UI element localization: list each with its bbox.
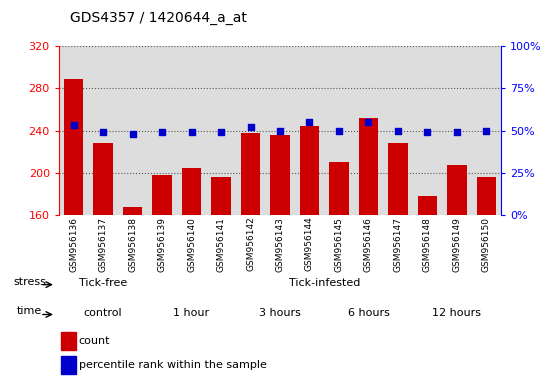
Point (246, 124, 255, 130)
Point (334, 127, 343, 134)
Bar (152, 175, 171, 215)
Text: Tick-infested: Tick-infested (288, 278, 360, 288)
Text: GSM956146: GSM956146 (364, 217, 373, 271)
Bar (447, 166, 466, 215)
Bar (270, 135, 290, 215)
Text: percentile rank within the sample: percentile rank within the sample (79, 360, 267, 370)
Bar (212, 177, 231, 215)
Text: GSM956143: GSM956143 (276, 217, 284, 271)
Text: GSM956140: GSM956140 (187, 217, 196, 271)
Bar (182, 167, 201, 215)
Point (364, 119, 373, 125)
Text: GSM956150: GSM956150 (482, 217, 491, 271)
Bar (418, 196, 437, 215)
Point (128, 131, 137, 137)
Point (217, 129, 226, 135)
Text: GSM956148: GSM956148 (423, 217, 432, 271)
Text: stress: stress (13, 277, 46, 287)
Text: GSM956136: GSM956136 (69, 217, 78, 271)
Point (482, 127, 491, 134)
Text: time: time (17, 306, 42, 316)
Point (394, 127, 403, 134)
Text: GSM956144: GSM956144 (305, 217, 314, 271)
Bar (359, 118, 378, 215)
Text: GSM956145: GSM956145 (334, 217, 343, 271)
Text: GSM956138: GSM956138 (128, 217, 137, 271)
Text: 1 hour: 1 hour (174, 308, 209, 318)
Bar (389, 143, 408, 215)
Text: 6 hours: 6 hours (348, 308, 389, 318)
Text: GSM956137: GSM956137 (99, 217, 108, 271)
Point (187, 129, 196, 135)
Text: GDS4357 / 1420644_a_at: GDS4357 / 1420644_a_at (70, 11, 247, 25)
Text: 12 hours: 12 hours (432, 308, 482, 318)
Text: control: control (84, 308, 122, 318)
Text: GSM956147: GSM956147 (394, 217, 403, 271)
Text: GSM956149: GSM956149 (452, 217, 461, 271)
Bar (241, 132, 260, 215)
Bar (64, 79, 83, 215)
Bar (300, 126, 319, 215)
Point (69, 122, 78, 129)
Point (452, 129, 461, 135)
Point (157, 129, 166, 135)
Text: GSM956142: GSM956142 (246, 217, 255, 271)
Point (99, 129, 108, 135)
Bar (62, 332, 76, 350)
Bar (477, 177, 496, 215)
Text: GSM956139: GSM956139 (157, 217, 166, 271)
Point (305, 119, 314, 125)
Text: Tick-free: Tick-free (79, 278, 127, 288)
Text: 3 hours: 3 hours (259, 308, 301, 318)
Bar (329, 162, 348, 215)
Bar (123, 207, 142, 215)
Bar (62, 356, 76, 374)
Point (423, 129, 432, 135)
Point (276, 127, 284, 134)
Text: count: count (79, 336, 110, 346)
Text: GSM956141: GSM956141 (217, 217, 226, 271)
Bar (94, 143, 113, 215)
